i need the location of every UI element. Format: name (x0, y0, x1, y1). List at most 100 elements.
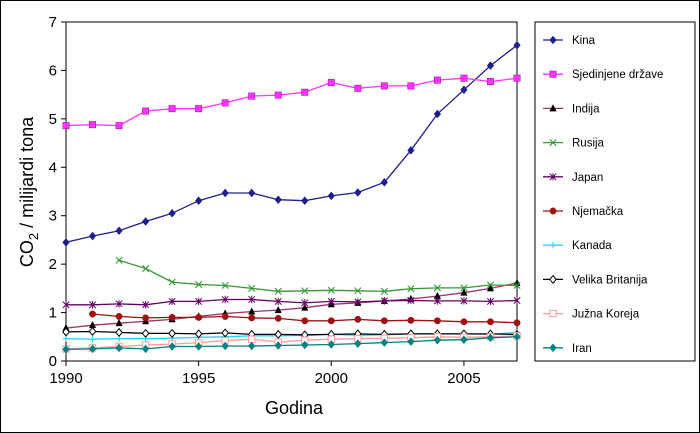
series-0 (62, 40, 521, 247)
y-tick-label: 4 (49, 159, 57, 176)
y-tick-label: 0 (49, 353, 57, 370)
data-point (407, 316, 415, 324)
data-point (115, 318, 123, 327)
series-line (66, 298, 518, 306)
legend-swatch-marker (549, 173, 557, 181)
data-point (168, 105, 176, 113)
legend-label: Sjedinjene države (572, 69, 663, 81)
series-line (65, 77, 518, 127)
data-point (407, 337, 415, 346)
data-point (486, 61, 495, 70)
data-point (115, 327, 123, 338)
data-point (380, 317, 388, 325)
data-point (513, 296, 521, 305)
data-point (195, 297, 203, 306)
legend-label: Kanada (572, 240, 612, 252)
data-point (221, 341, 229, 351)
data-point (221, 328, 230, 338)
plot-area-border (65, 21, 518, 362)
y-axis-title-rest: / milijardi tona (17, 116, 37, 233)
data-point (380, 297, 388, 305)
series-9 (62, 332, 521, 354)
data-point (433, 335, 442, 345)
data-point (221, 312, 229, 320)
data-point (168, 209, 176, 218)
data-point (327, 340, 335, 349)
data-point (380, 82, 388, 90)
data-point (115, 312, 123, 320)
data-point (88, 326, 97, 337)
data-point (433, 284, 442, 292)
data-point (433, 297, 441, 305)
data-point (195, 313, 203, 321)
legend-label: Japan (572, 172, 603, 184)
series-2 (62, 278, 521, 332)
legend-label: Njemačka (572, 206, 624, 218)
data-point (248, 307, 256, 315)
data-point (248, 335, 256, 343)
legend-label: Rusija (572, 138, 605, 150)
data-point (407, 82, 415, 90)
data-point (89, 121, 96, 129)
data-point (221, 188, 229, 198)
data-point (460, 85, 468, 95)
legend-label: Velika Britanija (572, 274, 648, 286)
data-point (380, 287, 388, 295)
legend-box (534, 21, 696, 362)
y-tick-label: 5 (49, 111, 57, 128)
data-point (88, 231, 97, 241)
data-point (460, 288, 468, 296)
data-point (354, 188, 362, 197)
data-point (513, 319, 521, 327)
data-point (142, 107, 150, 115)
legend-swatch-marker (549, 309, 557, 318)
data-point (142, 301, 150, 309)
data-point (168, 342, 176, 351)
legend-swatch-marker (549, 343, 557, 353)
data-point (301, 303, 309, 311)
data-point (89, 336, 96, 343)
y-tick-label: 2 (49, 256, 57, 273)
data-point (274, 297, 282, 306)
data-point (168, 278, 176, 286)
data-point (195, 196, 203, 205)
legend-item: Indija (543, 103, 600, 115)
data-point (274, 91, 282, 99)
data-point (274, 329, 283, 339)
data-point (248, 341, 256, 351)
data-point (142, 314, 150, 322)
legend-swatch-marker (549, 104, 557, 112)
data-point (248, 314, 256, 322)
data-point (115, 300, 123, 308)
legend-label: Indija (572, 103, 600, 115)
series-line (65, 336, 518, 351)
data-point (274, 341, 282, 350)
series-line (65, 330, 518, 336)
data-point (274, 195, 282, 204)
data-point (89, 310, 96, 318)
data-point (62, 122, 70, 130)
legend-label: Južna Koreja (572, 309, 640, 321)
data-point (62, 238, 70, 247)
legend-item: Južna Koreja (543, 309, 640, 321)
data-point (221, 295, 229, 304)
data-point (301, 196, 309, 205)
x-tick-label: 1995 (182, 370, 215, 387)
series-3 (115, 256, 521, 295)
data-point (354, 339, 362, 348)
data-point (327, 297, 335, 306)
data-point (274, 287, 282, 295)
legend-swatch-marker (549, 139, 557, 147)
data-point (301, 317, 309, 325)
data-point (62, 327, 70, 337)
data-point (327, 317, 335, 325)
legend-item: Velika Britanija (543, 274, 648, 286)
data-point (221, 99, 229, 107)
data-point (221, 281, 229, 290)
series-5 (89, 310, 521, 327)
y-axis-title: CO2 / milijardi tona (17, 116, 41, 267)
data-point (115, 256, 123, 264)
data-point (486, 284, 495, 292)
data-point (327, 286, 335, 294)
